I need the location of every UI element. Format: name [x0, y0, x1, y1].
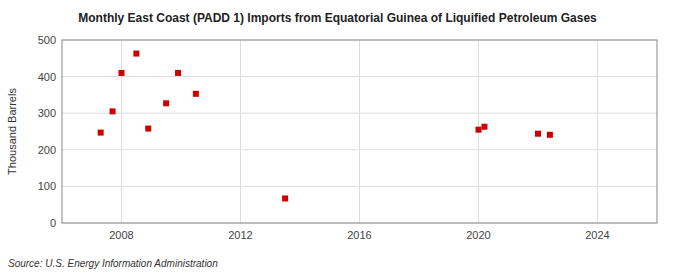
x-grid-line: [359, 40, 360, 223]
plot-frame: [62, 40, 657, 223]
x-tick-label: 2008: [109, 229, 133, 241]
point: [98, 130, 104, 136]
chart: Monthly East Coast (PADD 1) Imports from…: [0, 0, 675, 275]
y-tick-label: 400: [38, 71, 56, 83]
points: [98, 51, 553, 202]
point: [145, 126, 151, 132]
grid: [62, 40, 657, 223]
point: [193, 91, 199, 97]
y-tick-label: 100: [38, 180, 56, 192]
point: [535, 131, 541, 137]
point: [133, 51, 139, 57]
x-grid-line: [121, 40, 122, 223]
chart-container: Monthly East Coast (PADD 1) Imports from…: [0, 0, 675, 275]
point: [481, 124, 487, 130]
x-grid-line: [240, 40, 241, 223]
x-tick-label: 2016: [347, 229, 371, 241]
point: [110, 108, 116, 114]
x-grid-line: [597, 40, 598, 223]
point: [175, 70, 181, 76]
point: [163, 100, 169, 106]
source: Source: U.S. Energy Information Administ…: [8, 258, 218, 269]
x-tick-label: 2024: [585, 229, 609, 241]
y-tick-label: 300: [38, 107, 56, 119]
title: Monthly East Coast (PADD 1) Imports from…: [78, 11, 597, 25]
point: [476, 127, 482, 133]
y-tick-label: 0: [50, 217, 56, 229]
x-tick-label: 2012: [228, 229, 252, 241]
point: [547, 132, 553, 138]
x-tick-label: 2020: [466, 229, 490, 241]
y-tick-label: 200: [38, 144, 56, 156]
y-axis-label: Thousand Barrels: [6, 88, 18, 175]
y-tick-label: 500: [38, 34, 56, 46]
point: [119, 70, 125, 76]
point: [282, 195, 288, 201]
